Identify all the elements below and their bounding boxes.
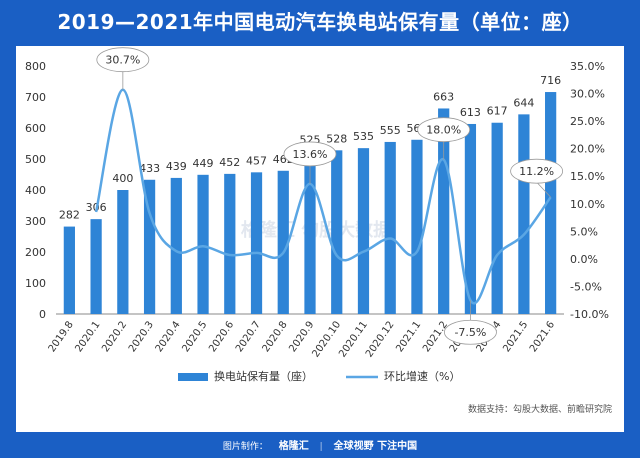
bar bbox=[63, 226, 75, 314]
y-right-tick-label: -10.0% bbox=[570, 308, 609, 321]
bar bbox=[197, 174, 209, 314]
bar-value-label: 555 bbox=[380, 124, 401, 137]
bar-value-label: 663 bbox=[433, 90, 454, 103]
y-left-tick-label: 100 bbox=[25, 277, 46, 290]
footer-made-by: 图片制作： bbox=[222, 442, 268, 452]
bar-value-label: 617 bbox=[487, 105, 508, 118]
bar bbox=[438, 108, 450, 314]
bar bbox=[545, 92, 557, 314]
bar bbox=[143, 179, 156, 314]
bar-value-label: 528 bbox=[326, 132, 347, 145]
x-tick-label: 2019.8 bbox=[47, 319, 76, 354]
footer-brand-logo: 格隆汇 bbox=[278, 441, 309, 452]
bar-value-label: 400 bbox=[112, 172, 133, 185]
y-left-tick-label: 800 bbox=[25, 60, 46, 73]
callout-label: 30.7% bbox=[105, 54, 140, 67]
bar-value-label: 535 bbox=[353, 130, 374, 143]
source-note: 数据支持：勾股大数据、前瞻研究院 bbox=[468, 403, 612, 415]
x-tick-label: 2021.5 bbox=[501, 319, 530, 354]
bar-value-label: 282 bbox=[59, 209, 80, 222]
callout-label: 11.2% bbox=[519, 165, 554, 178]
x-tick-label: 2020.6 bbox=[207, 319, 236, 354]
y-left-tick-label: 600 bbox=[25, 122, 46, 135]
bar-value-label: 716 bbox=[540, 74, 561, 87]
x-tick-label: 2020.1 bbox=[73, 319, 102, 354]
y-left-tick-label: 0 bbox=[39, 308, 46, 321]
y-right-tick-label: 0.0% bbox=[570, 253, 598, 266]
footer-slogan: 全球视野 下注中国 bbox=[333, 441, 418, 452]
x-tick-label: 2020.4 bbox=[154, 319, 183, 354]
y-left-tick-label: 200 bbox=[25, 246, 46, 259]
bar-value-label: 457 bbox=[246, 154, 267, 167]
x-tick-label: 2020.9 bbox=[287, 319, 316, 354]
x-tick-label: 2020.3 bbox=[127, 319, 156, 354]
footer-divider: | bbox=[319, 442, 323, 452]
callout-bubble bbox=[444, 319, 497, 345]
callout-pointer bbox=[536, 181, 551, 198]
page-title: 2019—2021年中国电动汽车换电站保有量（单位：座） bbox=[57, 10, 583, 34]
callout-bubble bbox=[510, 158, 564, 184]
bar bbox=[90, 219, 102, 314]
y-right-tick-label: 30.0% bbox=[570, 88, 605, 101]
y-left-tick-label: 700 bbox=[25, 91, 46, 104]
bar bbox=[464, 123, 477, 314]
bar bbox=[357, 148, 370, 314]
bar bbox=[170, 177, 182, 314]
callout-label: 18.0% bbox=[426, 124, 461, 137]
bar bbox=[117, 190, 129, 314]
y-left-tick-label: 500 bbox=[25, 153, 46, 166]
bar-value-label: 433 bbox=[139, 162, 160, 175]
x-tick-label: 2020.5 bbox=[180, 319, 209, 354]
callout-bubble bbox=[96, 47, 150, 73]
bar-value-label: 439 bbox=[166, 160, 187, 173]
callout-label: 13.6% bbox=[293, 148, 328, 161]
bar-value-label: 452 bbox=[219, 156, 240, 169]
y-right-tick-label: -5.0% bbox=[570, 280, 602, 293]
x-tick-label: 2020.8 bbox=[261, 319, 290, 354]
bar bbox=[250, 172, 263, 314]
bar bbox=[277, 170, 289, 314]
callout-label: -7.5% bbox=[454, 326, 486, 339]
y-right-tick-label: 20.0% bbox=[570, 143, 605, 156]
bar-value-label: 644 bbox=[513, 96, 534, 109]
legend-line-label: 环比增速（%） bbox=[384, 369, 460, 383]
bar-value-label: 613 bbox=[460, 106, 481, 119]
x-tick-label: 2021.1 bbox=[394, 319, 423, 354]
bar bbox=[331, 150, 343, 314]
bar bbox=[491, 122, 503, 314]
bar-value-label: 449 bbox=[193, 157, 214, 170]
y-left-tick-label: 400 bbox=[25, 184, 46, 197]
growth-rate-line bbox=[94, 88, 552, 305]
chart-card: 格隆汇 勾股大数据 0 100 200 300 400 500 600 700 800 -10.0%… bbox=[16, 46, 624, 432]
bar bbox=[518, 114, 530, 314]
y-right-tick-label: 25.0% bbox=[570, 115, 605, 128]
bar bbox=[304, 151, 316, 314]
footer: 图片制作： 格隆汇 | 全球视野 下注中国 bbox=[0, 436, 640, 458]
callout-bubble bbox=[283, 141, 337, 167]
y-right-tick-label: 10.0% bbox=[570, 198, 605, 211]
y-right-tick-label: 35.0% bbox=[570, 60, 605, 73]
legend-bar-swatch bbox=[178, 373, 208, 381]
y-right-tick-label: 5.0% bbox=[570, 225, 598, 238]
x-tick-label: 2021.2 bbox=[421, 319, 450, 354]
x-tick-label: 2020.2 bbox=[100, 319, 129, 354]
legend-bar-label: 换电站保有量（座） bbox=[214, 369, 313, 383]
y-left-tick-label: 300 bbox=[25, 215, 46, 228]
x-tick-label: 2020.7 bbox=[234, 319, 263, 354]
x-tick-label: 2021.6 bbox=[528, 319, 557, 354]
y-right-tick-label: 15.0% bbox=[570, 170, 605, 183]
chart-canvas: 格隆汇 勾股大数据0100200300400500600700800-10.0%… bbox=[25, 47, 612, 415]
bar bbox=[224, 173, 236, 314]
bar bbox=[411, 139, 423, 314]
callout-bubble bbox=[417, 117, 471, 143]
bar bbox=[384, 141, 396, 314]
